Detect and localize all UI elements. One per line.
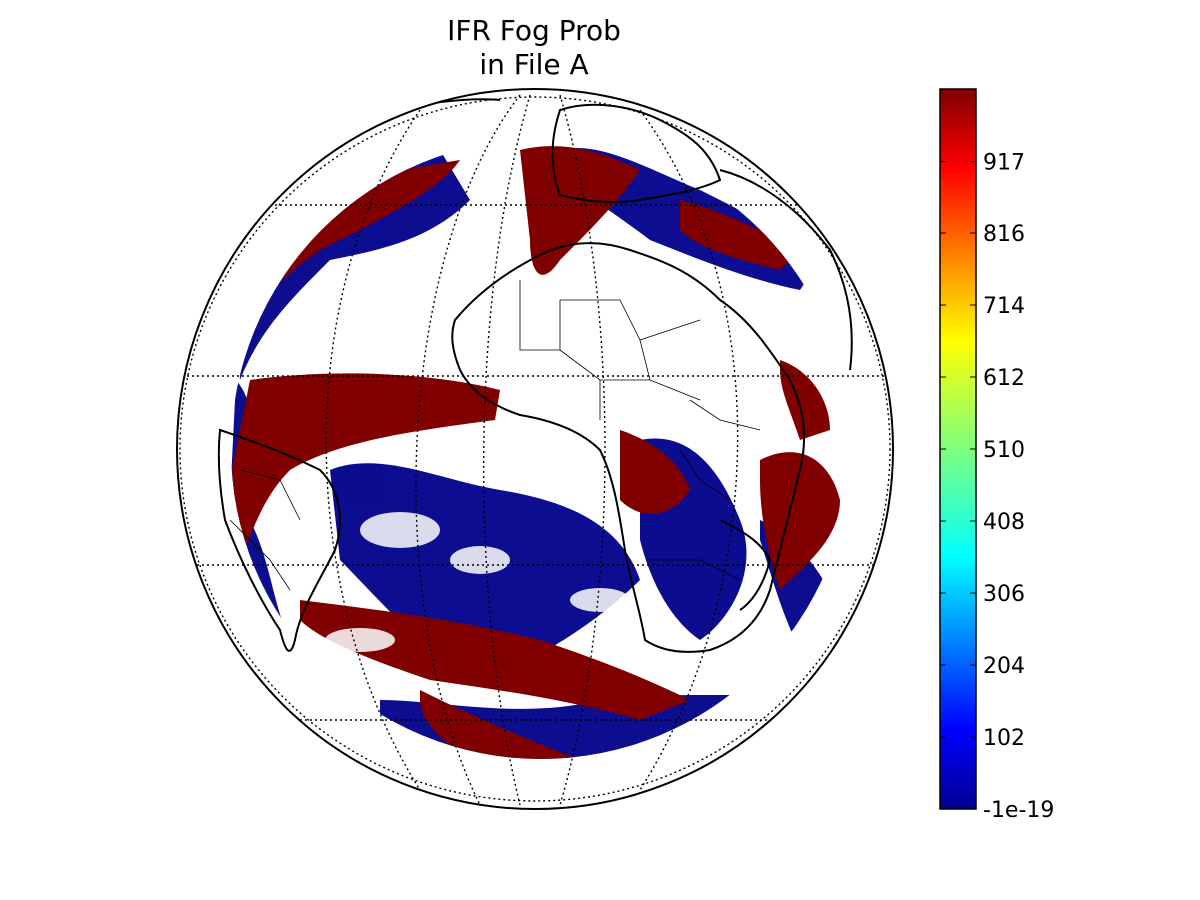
title-line-1: IFR Fog Prob (447, 14, 621, 47)
graticule (177, 94, 893, 806)
map-title: IFR Fog Prob in File A (334, 14, 734, 82)
colorbar-ticks: -1e-19 102 204 306 408 510 612 714 816 917 (940, 151, 1054, 823)
coastlines (217, 98, 853, 653)
colorbar-tick-label: 816 (983, 222, 1025, 247)
colorbar-tick-label: 917 (983, 151, 1025, 176)
globe-limb (176, 88, 894, 810)
colorbar-tick-label: 306 (983, 582, 1025, 607)
satellite-data-disk (231, 139, 851, 759)
colorbar-tick-label: 510 (983, 438, 1025, 463)
colorbar-tick-label: -1e-19 (983, 798, 1054, 823)
title-line-2: in File A (479, 48, 589, 81)
colorbar-tick-label: 714 (983, 294, 1025, 319)
colorbar-tick-label: 612 (983, 366, 1025, 391)
colorbar-tick-label: 204 (983, 654, 1025, 679)
country-borders (229, 280, 761, 591)
colorbar-tick-label: 102 (983, 726, 1025, 751)
colorbar-tick-label: 408 (983, 510, 1025, 535)
